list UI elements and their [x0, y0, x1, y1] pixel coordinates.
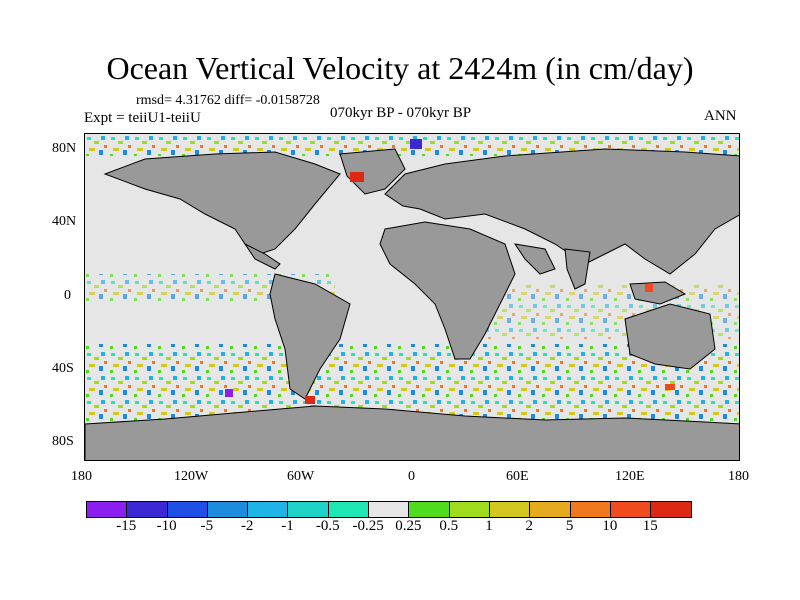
colorbar-swatch — [369, 502, 410, 517]
map-title: Ocean Vertical Velocity at 2424m (in cm/… — [106, 50, 694, 86]
colorbar-swatch — [167, 502, 208, 517]
colorbar-swatch — [610, 502, 652, 517]
colorbar-swatch — [87, 502, 128, 517]
land-masses — [85, 148, 739, 460]
colorbar-swatch — [127, 502, 168, 517]
greenland — [339, 148, 406, 195]
colorbar-label: 2 — [525, 518, 534, 534]
period-label: 070kyr BP - 070kyr BP — [330, 105, 472, 121]
colorbar-label: 1 — [485, 518, 493, 534]
australia — [624, 303, 716, 370]
lon-label: 60E — [506, 469, 529, 484]
experiment-label: Expt = teiiU1-teiiU — [84, 110, 201, 126]
colorbar — [86, 501, 693, 518]
colorbar-label: -0.25 — [352, 518, 384, 534]
lat-label: 80N — [52, 141, 77, 156]
colorbar-swatch — [409, 502, 450, 517]
colorbar-swatch — [449, 502, 490, 517]
colorbar-label: -1 — [281, 518, 294, 534]
africa — [379, 221, 516, 360]
colorbar-swatch — [248, 502, 289, 517]
lat-label: 0 — [64, 288, 71, 303]
southern-ocean-velocity-field — [85, 344, 739, 424]
colorbar-label: 15 — [642, 518, 658, 534]
colorbar-swatch — [207, 502, 249, 517]
map-panel — [84, 133, 740, 461]
colorbar-label: -15 — [116, 518, 137, 534]
indonesia — [629, 281, 687, 305]
colorbar-swatch — [570, 502, 611, 517]
lon-label: 180 — [728, 469, 749, 484]
colorbar-label: -0.5 — [315, 518, 340, 534]
colorbar-label: -10 — [156, 518, 177, 534]
colorbar-swatch — [651, 502, 692, 517]
colorbar-label: 5 — [565, 518, 574, 534]
india — [564, 248, 591, 290]
season-label: ANN — [704, 108, 737, 124]
colorbar-label: 0.25 — [395, 518, 422, 534]
lon-label: 120W — [174, 469, 209, 484]
lat-label: 80S — [52, 434, 74, 449]
colorbar-label: 10 — [602, 518, 618, 534]
lat-label: 40N — [52, 214, 77, 229]
colorbar-label: -2 — [240, 518, 254, 534]
lon-label: 180 — [71, 469, 92, 484]
lon-label: 60W — [287, 469, 315, 484]
colorbar-swatch — [489, 502, 531, 517]
antarctica — [85, 405, 739, 460]
lat-label: 40S — [52, 361, 74, 376]
strong-anomaly-marks — [225, 139, 675, 404]
lon-label: 0 — [408, 469, 415, 484]
stats-line: rmsd= 4.31762 diff= -0.0158728 — [136, 93, 320, 108]
colorbar-label: 0.5 — [439, 518, 459, 534]
arabia — [513, 243, 556, 275]
colorbar-swatch — [288, 502, 329, 517]
colorbar-swatch — [328, 502, 370, 517]
world-map — [85, 134, 739, 460]
central-america — [243, 242, 281, 270]
colorbar-label: -5 — [200, 518, 214, 534]
colorbar-swatch — [530, 502, 571, 517]
eurasia — [384, 148, 739, 275]
north-america — [103, 151, 341, 255]
lon-label: 120E — [615, 469, 645, 484]
